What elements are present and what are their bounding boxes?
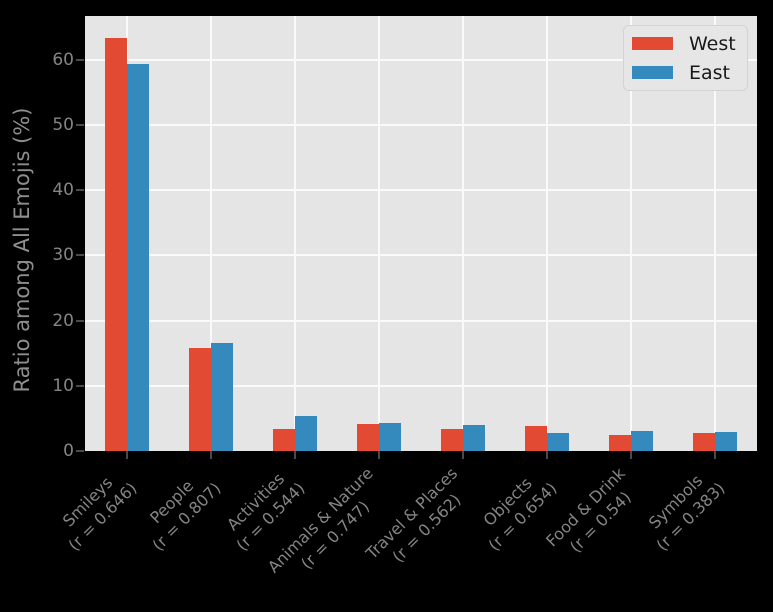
bar-east-5 <box>463 424 485 451</box>
bar-west-1 <box>105 38 127 451</box>
y-tick-mark <box>76 319 84 322</box>
bar-east-4 <box>379 422 401 451</box>
y-tick-label: 50 <box>52 114 74 135</box>
y-tick-label: 20 <box>52 310 74 331</box>
y-tick-label: 0 <box>63 441 74 461</box>
gridline-horizontal <box>85 384 757 387</box>
gridline-horizontal <box>85 123 757 126</box>
x-tick-mark <box>378 451 380 459</box>
y-tick-label: 40 <box>52 180 74 201</box>
gridline-vertical <box>210 16 212 451</box>
legend-item-east: East <box>632 62 739 84</box>
x-tick-mark <box>630 451 632 459</box>
bar-east-7 <box>631 430 653 451</box>
x-tick-mark <box>714 451 716 459</box>
x-tick-label: Smileys (r = 0.646) <box>48 463 140 555</box>
bar-east-8 <box>715 432 737 451</box>
gridline-horizontal <box>85 58 757 61</box>
gridline-horizontal <box>85 254 757 257</box>
gridline-vertical <box>546 16 548 451</box>
bar-west-4 <box>357 423 379 451</box>
gridline-vertical <box>630 16 632 451</box>
x-tick-label: People (r = 0.807) <box>132 463 224 555</box>
y-tick-label: 10 <box>52 375 74 396</box>
x-tick-mark <box>210 451 212 459</box>
gridline-horizontal <box>85 319 757 322</box>
bar-east-1 <box>127 63 149 451</box>
x-tick-label: Symbols (r = 0.383) <box>636 463 728 555</box>
x-tick-mark <box>546 451 548 459</box>
gridline-vertical <box>378 16 380 451</box>
gridline-vertical <box>294 16 296 451</box>
gridline-vertical <box>462 16 464 451</box>
y-tick-mark <box>76 254 84 257</box>
y-axis-label: Ratio among All Emojis (%) <box>10 107 34 393</box>
x-tick-mark <box>294 451 296 459</box>
y-tick-mark <box>76 384 84 387</box>
bar-west-5 <box>441 429 463 451</box>
legend-swatch-east <box>632 66 673 79</box>
gridline-vertical <box>714 16 716 451</box>
bar-east-2 <box>211 343 233 451</box>
legend-swatch-west <box>632 37 673 50</box>
legend-label-west: West <box>689 32 736 55</box>
legend-label-east: East <box>689 61 730 84</box>
y-tick-label: 30 <box>52 245 74 266</box>
bar-west-6 <box>525 425 547 451</box>
legend-item-west: West <box>632 33 739 55</box>
bar-east-6 <box>547 432 569 451</box>
bar-west-2 <box>189 347 211 451</box>
gridline-horizontal <box>85 189 757 192</box>
x-tick-mark <box>126 451 128 459</box>
bar-east-3 <box>295 415 317 451</box>
y-tick-label: 60 <box>52 49 74 70</box>
y-tick-mark <box>76 450 84 452</box>
bar-west-3 <box>273 429 295 451</box>
y-tick-mark <box>76 189 84 192</box>
x-tick-label: Food & Drink (r = 0.54) <box>542 463 645 566</box>
bar-west-7 <box>609 435 631 451</box>
y-tick-mark <box>76 58 84 61</box>
x-tick-mark <box>462 451 464 459</box>
legend: West East <box>623 25 748 91</box>
bar-west-8 <box>693 432 715 451</box>
y-tick-mark <box>76 123 84 126</box>
